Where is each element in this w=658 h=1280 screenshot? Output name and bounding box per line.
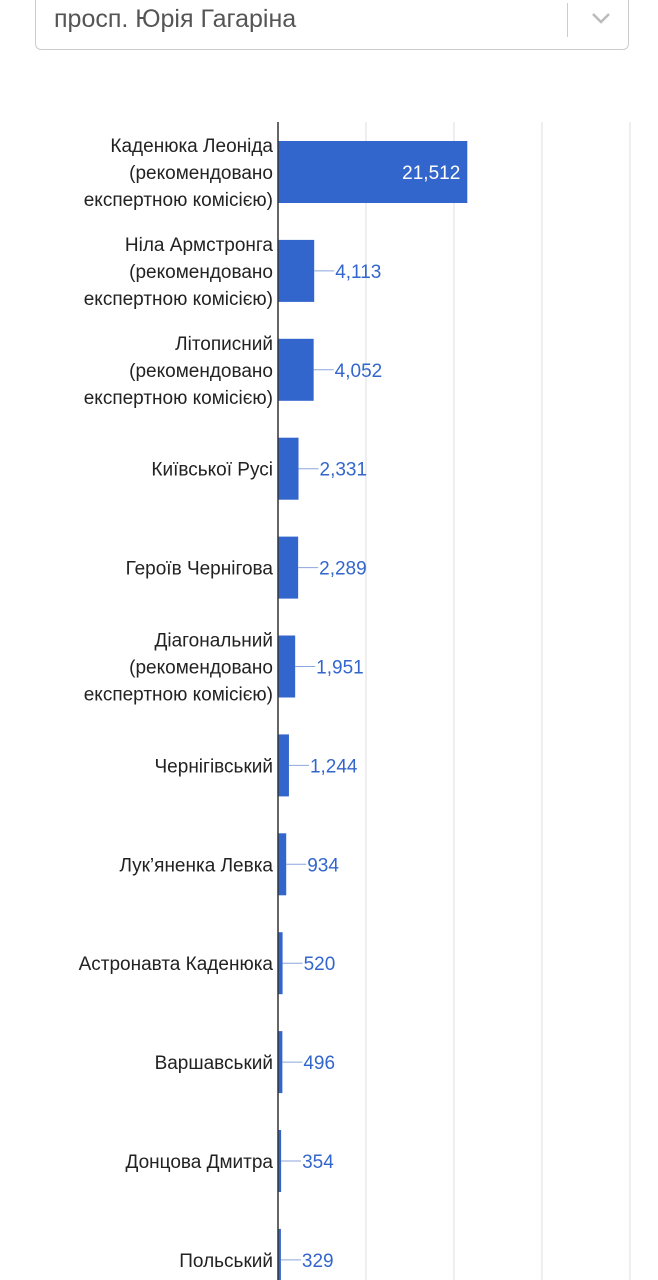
bar[interactable] <box>278 1031 283 1094</box>
category-label: Астронавта Каденюка <box>79 954 274 975</box>
data-label: 4,113 <box>335 262 381 283</box>
category-label: Літописний <box>175 334 273 355</box>
category-label: Ніла Армстронга <box>125 235 274 256</box>
data-label: 1,244 <box>310 756 358 777</box>
data-label: 2,331 <box>320 460 368 481</box>
category-label: Каденюка Леоніда <box>110 136 273 157</box>
data-label: 520 <box>304 954 336 975</box>
data-label: 496 <box>303 1053 335 1074</box>
category-label: Донцова Дмитра <box>126 1152 274 1173</box>
bar[interactable] <box>278 635 296 698</box>
bar[interactable] <box>278 734 289 797</box>
category-label: Діагональний <box>155 631 274 652</box>
category-label: (рекомендовано <box>129 361 273 382</box>
category-label: Польський <box>179 1251 273 1272</box>
category-label: експертною комісією) <box>84 190 273 211</box>
data-label: 329 <box>302 1251 334 1272</box>
bar[interactable] <box>278 1130 282 1192</box>
chevron-down-icon[interactable] <box>588 5 614 31</box>
bar[interactable] <box>278 239 315 302</box>
bar[interactable] <box>278 338 314 401</box>
category-label: (рекомендовано <box>129 658 273 679</box>
category-label: Лук’яненка Левка <box>119 855 273 876</box>
category-label: (рекомендовано <box>129 262 273 283</box>
category-label: Варшавський <box>155 1053 273 1074</box>
data-label: 2,289 <box>319 559 367 580</box>
data-label: 4,052 <box>335 361 383 382</box>
bar[interactable] <box>278 437 299 500</box>
category-label: Героїв Чернігова <box>126 559 274 580</box>
bar[interactable] <box>278 1228 281 1280</box>
category-label: експертною комісією) <box>84 388 273 409</box>
bar[interactable] <box>278 833 287 896</box>
data-label: 21,512 <box>402 163 460 184</box>
bar[interactable] <box>278 932 283 995</box>
category-label: (рекомендовано <box>129 163 273 184</box>
bar[interactable] <box>278 536 299 599</box>
category-label: Чернігівський <box>155 756 273 777</box>
bar[interactable] <box>278 141 468 203</box>
data-label: 354 <box>302 1152 334 1173</box>
street-select[interactable]: просп. Юрія Гагаріна <box>35 0 629 50</box>
category-label: Київської Русі <box>151 460 273 481</box>
data-label: 934 <box>307 855 339 876</box>
select-divider <box>567 3 568 37</box>
category-label: експертною комісією) <box>84 685 273 706</box>
data-label: 1,951 <box>316 658 364 679</box>
category-label: експертною комісією) <box>84 289 273 310</box>
street-select-value: просп. Юрія Гагаріна <box>54 5 297 33</box>
